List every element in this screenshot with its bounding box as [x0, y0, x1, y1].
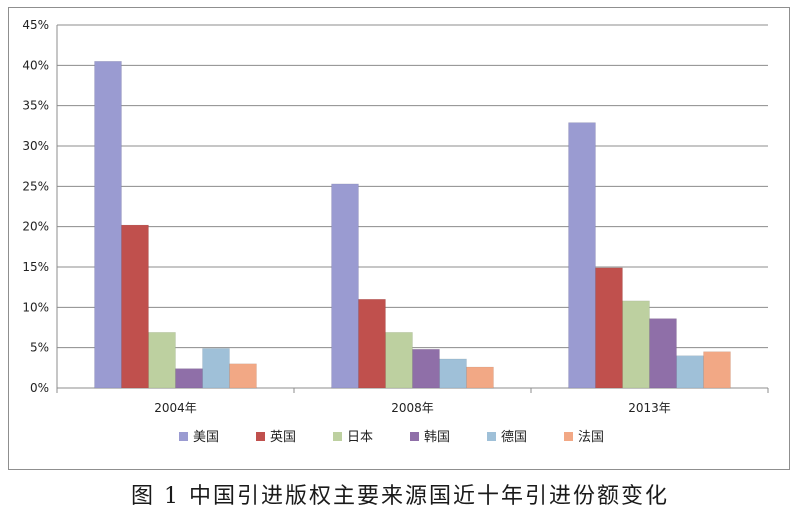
bar [466, 366, 494, 389]
legend-label: 日本 [347, 430, 373, 445]
bar [703, 351, 731, 389]
legend-swatch [333, 432, 342, 441]
bar-chart: 0% 5% 10% 15% 20% 25% 30% 35% 40% 45% 2004年 2008年 20… [22, 18, 769, 445]
legend-swatch [256, 432, 265, 441]
bar [568, 122, 596, 389]
y-tick-label: 35% [22, 99, 49, 113]
x-tick-label: 2004年 [154, 401, 197, 415]
bar [358, 299, 386, 389]
legend-label: 法国 [578, 430, 604, 445]
bar [148, 332, 176, 389]
y-tick-label: 15% [22, 260, 49, 274]
legend-label: 英国 [270, 430, 296, 445]
bar [385, 332, 413, 389]
bar [439, 358, 467, 389]
y-tick-label: 45% [22, 18, 49, 32]
y-tick-label: 5% [30, 341, 49, 355]
bar [595, 267, 623, 389]
bar [649, 318, 677, 389]
figure-caption: 图 1 中国引进版权主要来源国近十年引进份额变化 [131, 484, 669, 509]
legend-swatch [487, 432, 496, 441]
legend-swatch [564, 432, 573, 441]
y-tick-label: 20% [22, 220, 49, 234]
bar [676, 355, 704, 389]
bar [94, 61, 122, 389]
bar [331, 183, 359, 389]
legend-label: 德国 [501, 430, 527, 445]
bar [121, 224, 149, 389]
bar [175, 368, 203, 389]
legend-swatch [410, 432, 419, 441]
bar [412, 349, 440, 389]
bar [229, 363, 257, 389]
bar [202, 348, 230, 389]
y-tick-label: 30% [22, 139, 49, 153]
legend-label: 美国 [193, 430, 219, 445]
y-tick-label: 40% [22, 58, 49, 72]
y-tick-label: 25% [22, 179, 49, 193]
bar [622, 300, 650, 389]
y-tick-label: 10% [22, 300, 49, 314]
y-tick-label: 0% [30, 381, 49, 395]
x-tick-label: 2008年 [391, 401, 434, 415]
legend-label: 韩国 [424, 430, 450, 445]
x-tick-label: 2013年 [628, 401, 671, 415]
legend-swatch [179, 432, 188, 441]
